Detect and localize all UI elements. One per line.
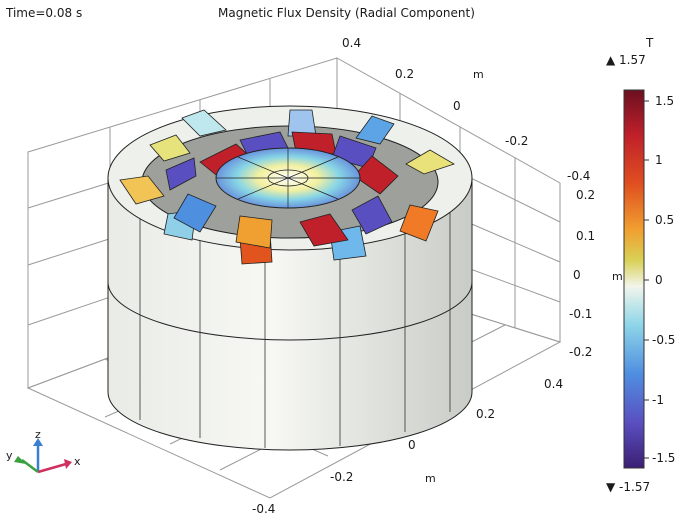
tick-z-0: 0.4 xyxy=(342,36,362,50)
tick-z-4: -0.4 xyxy=(567,169,591,183)
tick-r-2: 0 xyxy=(573,268,581,282)
unit-x: m xyxy=(425,472,436,485)
rotor-spokes xyxy=(216,148,360,208)
tick-x-0: 0.4 xyxy=(544,377,564,391)
tick-z-2: 0 xyxy=(453,99,461,113)
colorbar-unit: T xyxy=(646,36,654,50)
colorbar-tick-3: 0 xyxy=(655,273,663,287)
tick-r-4: -0.2 xyxy=(569,345,593,359)
colorbar-tick-4: -0.5 xyxy=(652,333,676,347)
triad-y-label: y xyxy=(6,449,13,462)
axis-triad xyxy=(14,438,72,474)
triad-x-label: x xyxy=(74,455,81,468)
colorbar-max: ▲ 1.57 xyxy=(606,53,646,67)
tick-z-3: -0.2 xyxy=(505,134,529,148)
colorbar-min: ▼ -1.57 xyxy=(606,480,651,494)
colorbar-tick-5: -1 xyxy=(652,393,664,407)
time-label: Time=0.08 s xyxy=(6,6,83,20)
colorbar-tick-2: 0.5 xyxy=(655,213,675,227)
colorbar-tick-1: 1 xyxy=(655,153,663,167)
colorbar-tick-6: -1.5 xyxy=(652,451,676,465)
plot-title: Magnetic Flux Density (Radial Component) xyxy=(218,6,475,20)
triad-z-label: z xyxy=(35,428,41,441)
colorbar-ticks xyxy=(644,100,649,459)
motor-model xyxy=(107,105,473,451)
tick-x-3: -0.2 xyxy=(330,470,354,484)
tick-x-2: 0 xyxy=(408,438,416,452)
tick-x-4: -0.4 xyxy=(252,502,276,516)
tick-x-1: 0.2 xyxy=(476,407,496,421)
stator-outer-side xyxy=(107,177,473,451)
tick-r-0: 0.2 xyxy=(576,188,596,202)
tick-z-1: 0.2 xyxy=(395,67,415,81)
tick-r-1: 0.1 xyxy=(576,229,596,243)
stator-teeth xyxy=(119,109,455,265)
tick-r-3: -0.1 xyxy=(569,307,593,321)
colorbar xyxy=(623,89,645,469)
unit-z: m xyxy=(473,68,484,81)
unit-right: m xyxy=(612,270,623,283)
stator-mid-seam xyxy=(107,281,473,341)
colorbar-tick-0: 1.5 xyxy=(655,94,675,108)
